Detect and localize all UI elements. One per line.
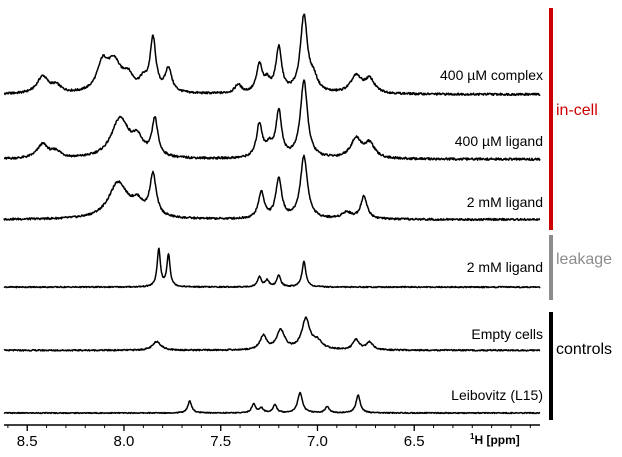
bracket-label-in-cell: in-cell [556, 102, 598, 119]
group-brackets-layer: in-cell leakage controls [549, 8, 612, 420]
series-label-5: Empty cells [471, 326, 543, 342]
x-tick-label: 6.5 [404, 433, 425, 450]
x-tick-label: 7.0 [307, 433, 328, 450]
spectrum-line-4 [3, 247, 541, 289]
spectrum-line-3 [3, 154, 541, 222]
series-label-6: Leibovitz (L15) [451, 387, 543, 403]
series-label-4: 2 mM ligand [467, 259, 543, 275]
series-label-2: 400 µM ligand [455, 133, 543, 149]
x-tick-label: 7.5 [210, 433, 231, 450]
spectrum-line-5 [3, 316, 541, 352]
x-axis-title-superscript: 1 [470, 432, 475, 441]
bracket-label-leakage: leakage [556, 251, 612, 268]
spectrum-line-6 [3, 391, 541, 415]
series-label-1: 400 µM complex [440, 67, 543, 83]
x-axis: 8.5 8.0 7.5 7.0 6.5 [4, 424, 540, 450]
spectra-layer [3, 13, 541, 415]
x-axis-title-text: H [ppm] [474, 433, 519, 447]
series-labels-layer: 400 µM complex 400 µM ligand 2 mM ligand 2 … [440, 67, 543, 403]
x-axis-title: 1H [ppm] [470, 432, 520, 447]
series-label-3: 2 mM ligand [467, 194, 543, 210]
bracket-label-controls: controls [556, 341, 612, 358]
spectrum-line-1 [3, 13, 541, 97]
spectrum-line-2 [3, 79, 541, 162]
x-tick-label: 8.0 [114, 433, 135, 450]
x-tick-label: 8.5 [17, 433, 38, 450]
